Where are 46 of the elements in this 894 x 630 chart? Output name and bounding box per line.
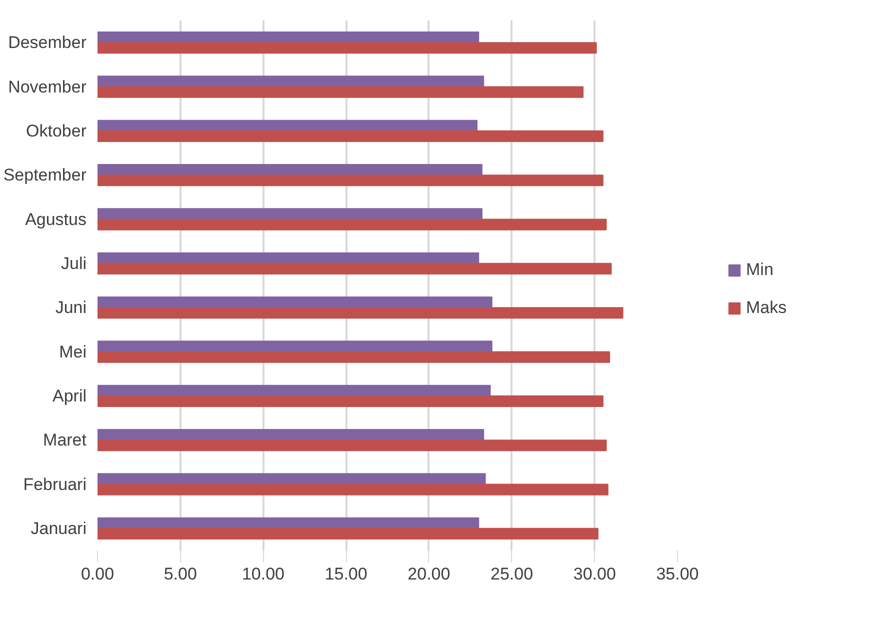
bar (98, 307, 624, 319)
bar (98, 164, 482, 176)
bar (98, 252, 480, 264)
x-tick-label: 15.00 (324, 564, 368, 584)
bar (98, 528, 598, 540)
x-tick-label: 5.00 (164, 564, 197, 584)
legend-label: Min (746, 260, 774, 280)
bar (98, 395, 604, 408)
y-tick-label: September (3, 166, 87, 185)
y-tick-label: Mei (59, 342, 87, 362)
bar (98, 208, 482, 220)
y-tick-label: Maret (43, 430, 87, 450)
bar (98, 218, 607, 230)
bar (98, 31, 480, 44)
bar (98, 351, 610, 363)
x-tick-label: 25.00 (490, 564, 534, 584)
x-tick-label: 10.00 (242, 564, 284, 584)
x-tick-label: 20.00 (408, 564, 450, 584)
y-tick-label: Juni (55, 298, 86, 318)
y-tick-label: April (52, 386, 87, 406)
legend-label: Maks (746, 298, 787, 318)
bar (98, 340, 492, 352)
y-tick-label: Desember (8, 33, 87, 52)
bar (98, 440, 607, 452)
x-tick-label: 35.00 (656, 564, 699, 584)
bar (98, 130, 604, 142)
bar (98, 517, 480, 529)
bar (98, 296, 492, 308)
y-tick-label: Februari (23, 474, 87, 494)
bar (98, 76, 484, 88)
bar (98, 262, 612, 275)
bar (98, 428, 484, 441)
bar (98, 174, 604, 186)
bar (98, 120, 478, 132)
y-tick-label: Agustus (25, 210, 87, 229)
bar (98, 473, 486, 485)
y-tick-label: November (8, 77, 87, 96)
bar (98, 42, 597, 54)
y-tick-label: Oktober (26, 121, 87, 140)
x-tick-label: 0.00 (80, 564, 114, 584)
bar (98, 384, 491, 396)
y-tick-label: Juli (60, 254, 87, 273)
y-tick-label: Januari (30, 518, 87, 538)
bar (98, 484, 608, 496)
bar (98, 86, 584, 98)
x-tick-label: 30.00 (573, 564, 616, 584)
